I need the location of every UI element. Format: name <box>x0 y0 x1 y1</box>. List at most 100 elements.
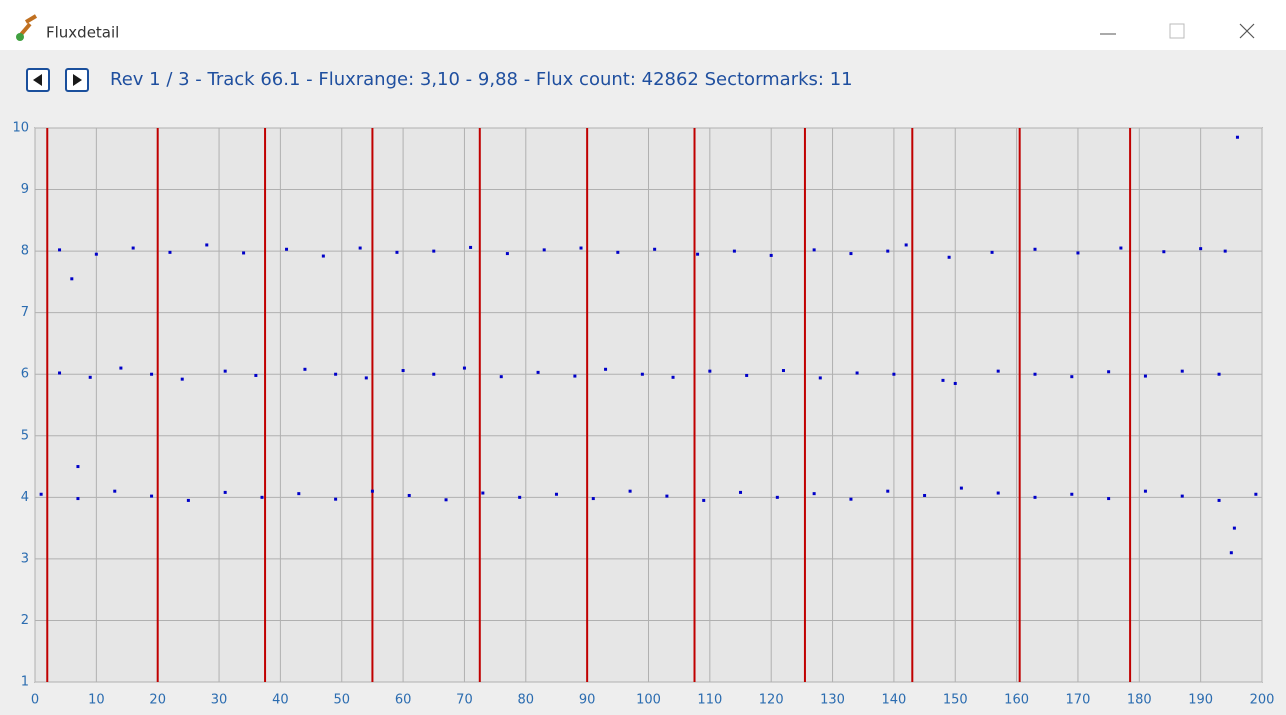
flux-point <box>407 493 411 497</box>
x-tick-label: 80 <box>518 693 535 708</box>
flux-point <box>996 491 1000 495</box>
flux-point <box>260 495 264 499</box>
flux-point <box>505 252 509 256</box>
y-tick-label: 5 <box>21 428 29 443</box>
y-tick-label: 8 <box>21 244 29 259</box>
flux-point <box>947 255 951 259</box>
flux-point <box>591 497 595 501</box>
x-tick-label: 0 <box>31 693 39 708</box>
flux-point <box>708 369 712 373</box>
flux-point <box>39 492 43 496</box>
flux-point <box>886 489 890 493</box>
flux-point <box>775 495 779 499</box>
flux-point <box>996 369 1000 373</box>
flux-point <box>653 247 657 251</box>
x-tick-label: 200 <box>1250 693 1275 708</box>
flux-point <box>696 252 700 256</box>
y-tick-label: 1 <box>21 675 29 690</box>
x-tick-label: 160 <box>1004 693 1029 708</box>
flux-point <box>904 243 908 247</box>
y-tick-label: 6 <box>21 367 29 382</box>
flux-point <box>671 375 675 379</box>
app-icon-dot <box>16 33 24 41</box>
flux-point <box>358 246 362 250</box>
flux-point <box>1143 489 1147 493</box>
x-tick-label: 90 <box>579 693 596 708</box>
flux-point <box>702 498 706 502</box>
flux-point <box>186 498 190 502</box>
y-tick-label: 7 <box>21 305 29 320</box>
flux-point <box>959 486 963 490</box>
flux-point <box>432 372 436 376</box>
close-button[interactable] <box>1239 23 1255 39</box>
x-tick-label: 140 <box>881 693 906 708</box>
flux-point <box>1223 249 1227 253</box>
flux-point <box>180 377 184 381</box>
x-tick-label: 180 <box>1127 693 1152 708</box>
window-title: Fluxdetail <box>46 24 119 42</box>
flux-point <box>1199 247 1203 251</box>
next-icon <box>73 74 82 86</box>
flux-point <box>462 366 466 370</box>
flux-point <box>1162 250 1166 254</box>
flux-point <box>58 371 62 375</box>
x-tick-label: 120 <box>759 693 784 708</box>
flux-point <box>58 248 62 252</box>
y-tick-label: 10 <box>12 121 29 136</box>
x-tick-label: 70 <box>456 693 473 708</box>
title-bar <box>0 0 1286 50</box>
flux-point <box>769 253 773 257</box>
flux-point <box>150 494 154 498</box>
flux-point <box>1180 369 1184 373</box>
flux-point <box>640 372 644 376</box>
flux-point <box>604 367 608 371</box>
flux-point <box>1229 551 1233 555</box>
flux-point <box>364 376 368 380</box>
header-info: Rev 1 / 3 - Track 66.1 - Fluxrange: 3,10… <box>110 69 853 90</box>
flux-point <box>1107 497 1111 501</box>
flux-point <box>1107 370 1111 374</box>
flux-point <box>285 247 289 251</box>
flux-point <box>849 252 853 256</box>
flux-point <box>923 493 927 497</box>
flux-point <box>628 489 632 493</box>
flux-point <box>94 252 98 256</box>
flux-point <box>1254 492 1258 496</box>
flux-point <box>849 497 853 501</box>
x-tick-label: 150 <box>943 693 968 708</box>
x-tick-label: 100 <box>636 693 661 708</box>
flux-point <box>334 497 338 501</box>
flux-point <box>1033 495 1037 499</box>
flux-point <box>1070 492 1074 496</box>
flux-point <box>732 249 736 253</box>
flux-point <box>370 489 374 493</box>
y-tick-label: 4 <box>21 490 29 505</box>
flux-point <box>941 378 945 382</box>
flux-point <box>1033 247 1037 251</box>
flux-point <box>953 381 957 385</box>
flux-point <box>469 245 473 249</box>
x-tick-label: 40 <box>272 693 289 708</box>
flux-point <box>401 369 405 373</box>
maximize-button[interactable] <box>1169 23 1185 39</box>
flux-point <box>892 372 896 376</box>
flux-point <box>579 246 583 250</box>
flux-point <box>303 367 307 371</box>
prev-icon <box>33 74 42 86</box>
flux-point <box>395 250 399 254</box>
flux-point <box>812 492 816 496</box>
y-tick-label: 3 <box>21 551 29 566</box>
x-tick-label: 20 <box>149 693 166 708</box>
flux-point <box>1217 372 1221 376</box>
flux-point <box>554 492 558 496</box>
x-tick-label: 50 <box>333 693 350 708</box>
x-tick-label: 130 <box>820 693 845 708</box>
x-tick-label: 10 <box>88 693 105 708</box>
flux-point <box>1033 372 1037 376</box>
flux-point <box>499 375 503 379</box>
flux-point <box>444 498 448 502</box>
flux-point <box>745 373 749 377</box>
flux-point <box>1235 135 1239 139</box>
